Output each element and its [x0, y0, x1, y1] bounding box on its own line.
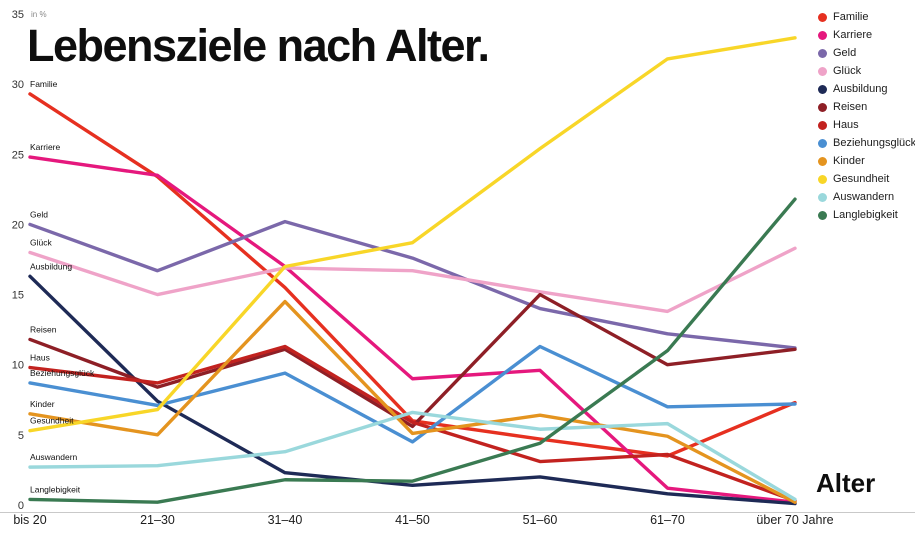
series-label-beziehungsgl-ck: Beziehungsglück [30, 368, 95, 378]
y-tick-label: 5 [18, 430, 24, 442]
legend-label: Reisen [833, 101, 868, 113]
y-tick-label: 25 [12, 149, 24, 161]
legend-swatch [818, 85, 827, 94]
legend-swatch [818, 193, 827, 202]
x-tick-label: 21–30 [140, 513, 175, 527]
legend-label: Haus [833, 119, 859, 131]
legend-label: Langlebigkeit [833, 209, 898, 221]
y-tick-label: 20 [12, 219, 24, 231]
legend-item-langlebigkeit: Langlebigkeit [818, 210, 915, 221]
legend-swatch [818, 139, 827, 148]
series-line-beziehungsgl-ck [28, 344, 797, 444]
legend: Familie Karriere Geld Glück Ausbildung Reisen… [818, 12, 915, 221]
series-line-karriere [28, 155, 797, 504]
series-label-kinder: Kinder [30, 399, 55, 409]
y-tick-label: 10 [12, 360, 24, 372]
x-tick-label: 51–60 [523, 513, 558, 527]
y-tick-label: 35 [12, 9, 24, 21]
x-tick-label: über 70 Jahre [756, 513, 833, 527]
x-tick-label: 41–50 [395, 513, 430, 527]
series-label-langlebigkeit: Langlebigkeit [30, 484, 81, 494]
legend-item-gesundheit: Gesundheit [818, 174, 915, 185]
series-label-ausbildung: Ausbildung [30, 261, 72, 271]
legend-swatch [818, 31, 827, 40]
legend-swatch [818, 175, 827, 184]
legend-item-gl-ck: Glück [818, 66, 915, 77]
series-line-geld [28, 219, 797, 350]
x-axis-title: Alter [816, 468, 876, 498]
y-tick-label: 30 [12, 79, 24, 91]
legend-label: Ausbildung [833, 83, 888, 95]
series-line-gl-ck [28, 246, 797, 314]
legend-item-ausbildung: Ausbildung [818, 84, 915, 95]
series-line-auswandern [28, 410, 797, 502]
legend-swatch [818, 157, 827, 166]
legend-item-haus: Haus [818, 120, 915, 131]
legend-label: Auswandern [833, 191, 895, 203]
series-line-kinder [28, 299, 797, 504]
x-tick-label: 31–40 [268, 513, 303, 527]
series-label-familie: Familie [30, 79, 58, 89]
series-label-karriere: Karriere [30, 142, 61, 152]
series-line-reisen [28, 292, 797, 429]
series-label-auswandern: Auswandern [30, 452, 78, 462]
legend-label: Geld [833, 47, 857, 59]
series-label-haus: Haus [30, 353, 50, 363]
series-label-gl-ck: Glück [30, 237, 52, 247]
y-tick-label: 0 [18, 500, 24, 512]
legend-item-reisen: Reisen [818, 102, 915, 113]
y-axis-unit: in % [31, 10, 47, 19]
x-tick-label: 61–70 [650, 513, 685, 527]
legend-label: Gesundheit [833, 173, 890, 185]
series-label-reisen: Reisen [30, 324, 57, 334]
series-line-ausbildung [28, 274, 797, 506]
legend-swatch [818, 13, 827, 22]
legend-label: Karriere [833, 29, 873, 41]
legend-swatch [818, 211, 827, 220]
legend-swatch [818, 67, 827, 76]
legend-swatch [818, 121, 827, 130]
chart-title: Lebensziele nach Alter. [27, 20, 490, 71]
legend-item-auswandern: Auswandern [818, 192, 915, 203]
series-line-gesundheit [28, 36, 797, 433]
legend-swatch [818, 49, 827, 58]
legend-label: Beziehungsglück [833, 137, 915, 149]
series-label-gesundheit: Gesundheit [30, 416, 74, 426]
legend-label: Familie [833, 11, 869, 23]
y-tick-label: 15 [12, 290, 24, 302]
series-line-haus [28, 344, 797, 503]
legend-item-beziehungsgl-ck: Beziehungsglück [818, 138, 915, 149]
legend-label: Glück [833, 65, 862, 77]
series-line-langlebigkeit [28, 197, 797, 504]
series-label-geld: Geld [30, 209, 48, 219]
legend-label: Kinder [833, 155, 865, 167]
legend-item-geld: Geld [818, 48, 915, 59]
x-tick-label: bis 20 [13, 513, 46, 527]
legend-item-familie: Familie [818, 12, 915, 23]
legend-item-karriere: Karriere [818, 30, 915, 41]
legend-swatch [818, 103, 827, 112]
legend-item-kinder: Kinder [818, 156, 915, 167]
